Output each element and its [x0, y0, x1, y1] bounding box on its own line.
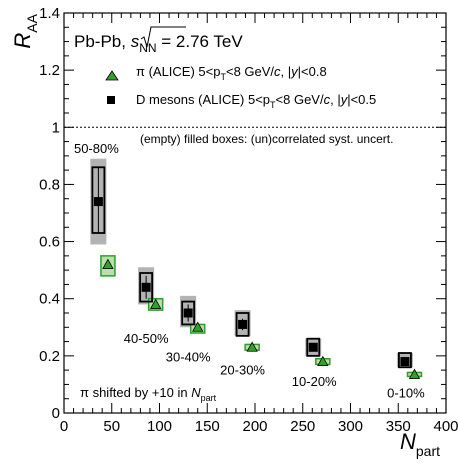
- y-tick-label: 0: [52, 405, 60, 422]
- pion-point: [192, 321, 204, 332]
- x-tick-label: 250: [290, 418, 315, 435]
- d-meson-syst-uncorr-box: [181, 300, 196, 326]
- legend-dmeson-label: D mesons (ALICE) 5<pT<8 GeV/c, |y|<0.5: [136, 92, 376, 110]
- pion-layer: [100, 255, 423, 379]
- x-tick-label: 100: [147, 418, 172, 435]
- axes: 0 50 100 150 200 250 300 350 400 0 0.2 0.4 0.6 0.8 1 1.…: [10, 5, 458, 459]
- x-tick-label: 0: [60, 418, 68, 435]
- d-meson-syst-uncorr-box: [398, 352, 412, 369]
- y-tick-label: 0.2: [39, 348, 60, 365]
- d-meson-point: [141, 282, 151, 292]
- x-tick-label: 200: [242, 418, 267, 435]
- centrality-label: 30-40%: [166, 350, 211, 365]
- pion-point: [150, 298, 162, 309]
- centrality-label: 10-20%: [292, 374, 337, 389]
- y-tick-label: 1.4: [39, 5, 60, 22]
- x-axis-title: Npart: [400, 429, 440, 459]
- d-meson-syst-uncorr-box: [235, 312, 250, 337]
- annotations: Pb-Pb, sNN = 2.76 TeV π (ALICE) 5<pT<8 Ge…: [74, 26, 425, 403]
- pion-point: [102, 258, 114, 269]
- d-meson-point: [400, 357, 410, 367]
- y-tick-label: 0.8: [39, 176, 60, 193]
- shift-note: π shifted by +10 in Npart: [80, 385, 217, 403]
- centrality-label: 0-10%: [387, 385, 425, 400]
- d-meson-point: [183, 308, 193, 318]
- y-tick-label: 1.2: [39, 62, 60, 79]
- syst-note: (empty) filled boxes: (un)correlated sys…: [140, 132, 393, 146]
- y-axis-title: RAA: [10, 13, 40, 48]
- d-meson-syst-uncorr-box: [139, 272, 154, 303]
- legend-triangle-marker: [105, 70, 119, 81]
- x-tick-label: 50: [103, 418, 120, 435]
- x-tick-label: 350: [386, 418, 411, 435]
- system-label: Pb-Pb, sNN = 2.76 TeV: [74, 32, 243, 55]
- d-meson-point: [93, 197, 103, 207]
- y-tick-label: 0.6: [39, 234, 60, 251]
- legend-square-marker: [107, 96, 115, 104]
- d-meson-layer: [91, 166, 412, 369]
- pion-point: [317, 355, 329, 366]
- y-tick-label: 1: [52, 119, 60, 136]
- sqrt-radical: [140, 26, 186, 48]
- y-tick-label: 0.4: [39, 291, 60, 308]
- centrality-label: 40-50%: [124, 331, 169, 346]
- legend-pion-label: π (ALICE) 5<pT<8 GeV/c, |y|<0.8: [136, 64, 327, 82]
- d-meson-point: [308, 342, 318, 352]
- pion-point: [246, 341, 258, 352]
- pion-point: [408, 368, 421, 379]
- centrality-label: 50-80%: [74, 141, 119, 156]
- x-tick-label: 400: [433, 418, 458, 435]
- d-meson-syst-uncorr-box: [306, 337, 321, 357]
- centrality-label: 20-30%: [220, 362, 265, 377]
- x-tick-label: 150: [195, 418, 220, 435]
- x-tick-label: 300: [338, 418, 363, 435]
- d-meson-point: [238, 319, 248, 329]
